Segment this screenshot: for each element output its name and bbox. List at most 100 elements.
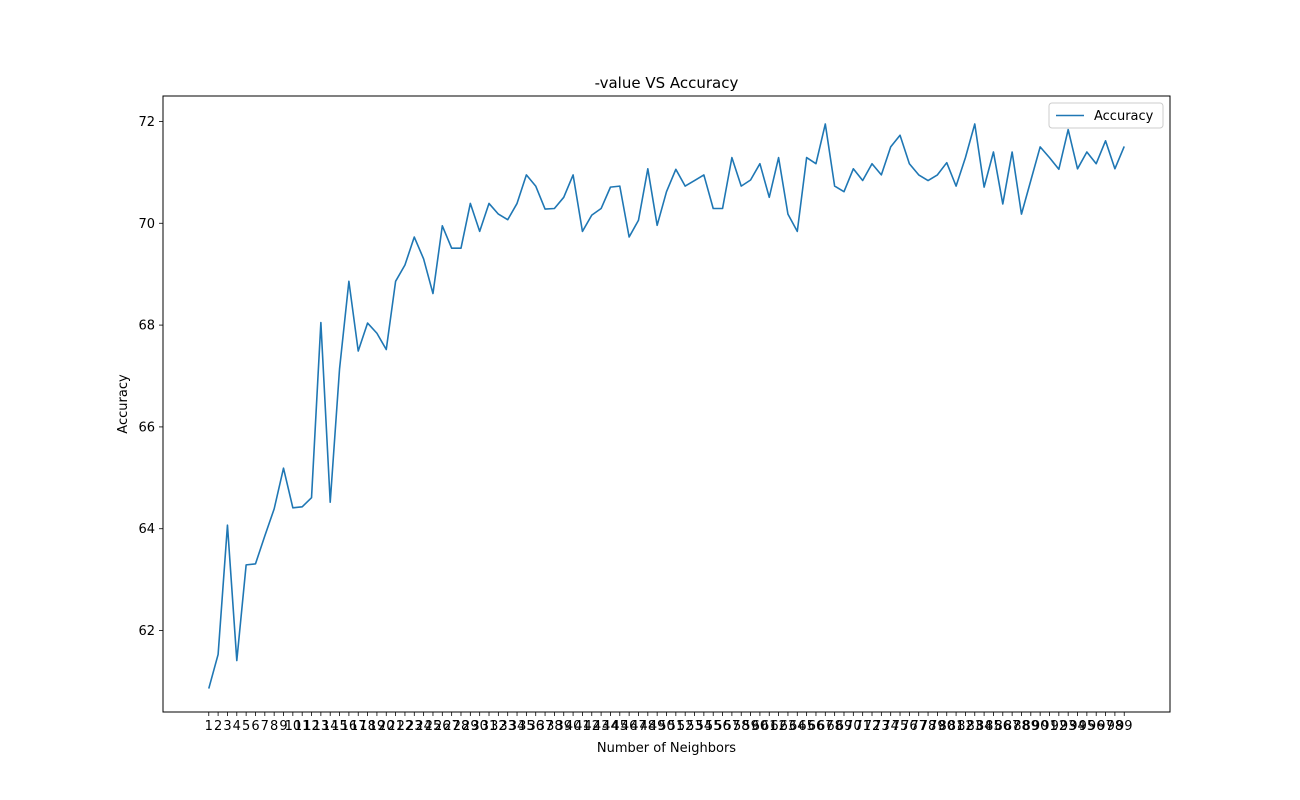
- x-tick-label: 89: [1023, 719, 1040, 734]
- x-tick-label: 77: [910, 719, 927, 734]
- y-tick-label: 64: [138, 522, 155, 537]
- chart-title: -value VS Accuracy: [595, 74, 739, 92]
- x-tick-label: 72: [864, 719, 881, 734]
- x-tick-label: 92: [1051, 719, 1068, 734]
- x-tick-label: 48: [640, 719, 657, 734]
- x-tick-label: 67: [817, 719, 834, 734]
- x-tick-label: 23: [406, 719, 423, 734]
- x-tick-label: 57: [724, 719, 741, 734]
- x-tick-label: 42: [583, 719, 600, 734]
- x-tick-label: 29: [462, 719, 479, 734]
- legend: Accuracy: [1048, 102, 1164, 129]
- x-tick-label: 94: [1069, 719, 1086, 734]
- x-tick-label: 96: [1088, 719, 1105, 734]
- x-tick-label: 5: [242, 719, 250, 734]
- x-tick-label: 53: [686, 719, 703, 734]
- x-tick-label: 75: [892, 719, 909, 734]
- x-tick-label: 9: [279, 719, 287, 734]
- x-tick-label: 62: [770, 719, 787, 734]
- x-axis-ticks: 1 2 3 4 5 6 7 8 91011121314151617181920212223242…: [205, 712, 1133, 734]
- x-tick-label: 2: [214, 719, 222, 734]
- x-tick-label: 59: [742, 719, 759, 734]
- x-tick-label: 54: [696, 719, 713, 734]
- x-axis-label: Number of Neighbors: [597, 741, 736, 756]
- x-tick-label: 30: [471, 719, 488, 734]
- x-tick-label: 27: [443, 719, 460, 734]
- x-tick-label: 13: [313, 719, 330, 734]
- x-tick-label: 91: [1041, 719, 1058, 734]
- y-tick-label: 72: [138, 115, 155, 130]
- y-tick-label: 68: [138, 319, 155, 334]
- x-tick-label: 55: [705, 719, 722, 734]
- x-tick-label: 90: [1032, 719, 1049, 734]
- x-tick-label: 32: [490, 719, 507, 734]
- x-tick-label: 82: [957, 719, 974, 734]
- x-tick-label: 51: [668, 719, 685, 734]
- x-tick-label: 68: [826, 719, 843, 734]
- x-tick-label: 35: [518, 719, 535, 734]
- x-tick-label: 81: [948, 719, 965, 734]
- x-tick-label: 45: [612, 719, 629, 734]
- x-tick-label: 20: [378, 719, 395, 734]
- x-tick-label: 99: [1116, 719, 1133, 734]
- x-tick-label: 39: [555, 719, 572, 734]
- x-tick-label: 83: [966, 719, 983, 734]
- x-tick-label: 79: [929, 719, 946, 734]
- y-axis-ticks: 62 64 66 68 70 72: [138, 115, 163, 639]
- x-tick-label: 25: [425, 719, 442, 734]
- x-tick-label: 86: [995, 719, 1012, 734]
- x-tick-label: 98: [1107, 719, 1124, 734]
- x-tick-label: 84: [976, 719, 993, 734]
- x-tick-label: 64: [789, 719, 806, 734]
- x-tick-label: 40: [565, 719, 582, 734]
- x-tick-label: 97: [1097, 719, 1114, 734]
- x-tick-label: 73: [873, 719, 890, 734]
- y-axis-label: Accuracy: [116, 374, 131, 434]
- x-tick-label: 16: [341, 719, 358, 734]
- x-tick-label: 34: [509, 719, 526, 734]
- series-line-accuracy: [207, 123, 1125, 689]
- x-tick-label: 47: [630, 719, 647, 734]
- y-tick-label: 62: [138, 624, 155, 639]
- x-tick-label: 80: [938, 719, 955, 734]
- x-tick-label: 4: [233, 719, 241, 734]
- x-tick-label: 78: [920, 719, 937, 734]
- x-tick-label: 21: [387, 719, 404, 734]
- x-tick-label: 49: [649, 719, 666, 734]
- x-tick-label: 46: [621, 719, 638, 734]
- x-tick-label: 61: [761, 719, 778, 734]
- x-tick-label: 8: [270, 719, 278, 734]
- x-tick-label: 24: [415, 719, 432, 734]
- x-tick-label: 76: [901, 719, 918, 734]
- x-tick-label: 65: [798, 719, 815, 734]
- x-tick-label: 14: [322, 719, 339, 734]
- x-tick-label: 69: [836, 719, 853, 734]
- x-tick-label: 87: [1004, 719, 1021, 734]
- x-tick-label: 60: [752, 719, 769, 734]
- x-tick-label: 7: [261, 719, 269, 734]
- y-tick-label: 70: [138, 217, 155, 232]
- x-tick-label: 1: [205, 719, 213, 734]
- legend-box: [1048, 102, 1164, 129]
- x-tick-label: 18: [359, 719, 376, 734]
- x-tick-label: 58: [733, 719, 750, 734]
- x-tick-label: 74: [882, 719, 899, 734]
- x-tick-label: 70: [845, 719, 862, 734]
- x-tick-label: 52: [677, 719, 694, 734]
- x-tick-label: 10: [285, 719, 302, 734]
- x-tick-label: 85: [985, 719, 1002, 734]
- x-tick-label: 38: [546, 719, 563, 734]
- x-tick-label: 50: [658, 719, 675, 734]
- x-tick-label: 88: [1013, 719, 1030, 734]
- x-tick-label: 56: [714, 719, 731, 734]
- x-tick-label: 31: [481, 719, 498, 734]
- x-tick-label: 28: [453, 719, 470, 734]
- x-tick-label: 43: [593, 719, 610, 734]
- x-tick-label: 93: [1060, 719, 1077, 734]
- x-tick-label: 22: [397, 719, 414, 734]
- x-tick-label: 37: [537, 719, 554, 734]
- x-tick-label: 71: [854, 719, 871, 734]
- x-tick-label: 15: [331, 719, 348, 734]
